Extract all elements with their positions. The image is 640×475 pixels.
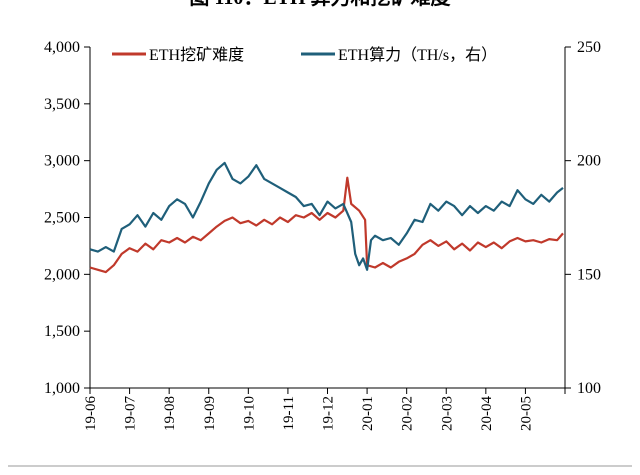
series-group bbox=[89, 161, 564, 274]
left-tick-label: 4,000 bbox=[44, 39, 80, 56]
right-tick-label: 100 bbox=[577, 380, 601, 397]
legend-label-difficulty: ETH挖矿难度 bbox=[149, 46, 244, 64]
x-tick-labels: 19-06 19-07 19-08 19-09 19-10 19-11 19-12 20-01… bbox=[83, 388, 566, 431]
series-line-hashrate bbox=[89, 161, 564, 271]
right-tick-label: 200 bbox=[577, 153, 601, 170]
x-tick-label: 19-10 bbox=[241, 396, 257, 431]
x-tick-label: 20-02 bbox=[400, 396, 416, 431]
right-tick-label: 150 bbox=[577, 266, 601, 283]
left-tick-label: 1,500 bbox=[44, 323, 80, 340]
left-tick-labels: 1,000 1,500 2,000 2,500 3,000 3,500 4,000 bbox=[44, 39, 90, 397]
x-tick-label: 19-11 bbox=[281, 396, 297, 430]
x-tick-label: 19-12 bbox=[321, 396, 337, 431]
x-tick-label: 19-09 bbox=[202, 396, 218, 431]
x-tick-label: 19-06 bbox=[83, 396, 99, 431]
left-tick-label: 3,000 bbox=[44, 153, 80, 170]
right-tick-label: 250 bbox=[577, 39, 601, 56]
x-tick-label: 19-07 bbox=[123, 396, 139, 431]
x-tick-label: 19-08 bbox=[162, 396, 178, 431]
x-tick-label: 20-03 bbox=[439, 396, 455, 431]
left-tick-label: 2,500 bbox=[44, 210, 80, 227]
left-tick-label: 2,000 bbox=[44, 266, 80, 283]
legend: ETH挖矿难度 ETH算力（TH/s，右） bbox=[112, 45, 497, 64]
legend-label-hashrate: ETH算力（TH/s，右） bbox=[338, 45, 497, 64]
x-tick-label: 20-04 bbox=[479, 396, 495, 431]
right-tick-labels: 100 150 200 250 bbox=[565, 39, 601, 397]
series-line-difficulty bbox=[89, 176, 564, 274]
chart-title: 图 110：ETH 算力和挖矿难度 bbox=[189, 0, 451, 9]
left-tick-label: 1,000 bbox=[44, 380, 80, 397]
left-tick-label: 3,500 bbox=[44, 96, 80, 113]
x-tick-label: 20-01 bbox=[360, 396, 376, 431]
x-tick-label: 20-05 bbox=[518, 396, 534, 431]
